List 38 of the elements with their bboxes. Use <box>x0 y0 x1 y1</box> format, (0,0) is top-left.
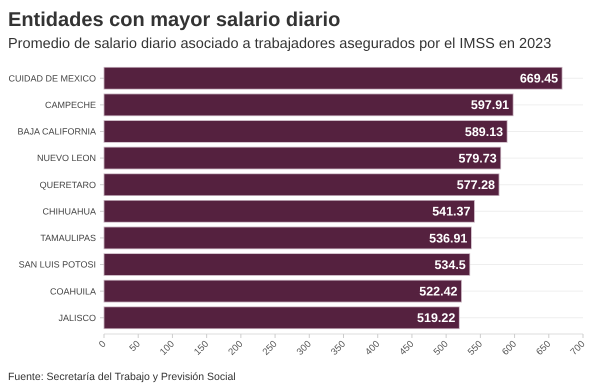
x-tick-label: 450 <box>397 338 416 358</box>
x-tick-label: 650 <box>534 338 554 358</box>
x-tick-label: 0 <box>96 338 108 350</box>
data-label: 577.28 <box>456 178 496 192</box>
x-tick-label: 500 <box>432 338 451 358</box>
data-label: 589.13 <box>464 124 504 139</box>
x-tick-label: 250 <box>260 338 280 358</box>
data-label: 541.37 <box>432 204 470 219</box>
y-tick-label: QUERETARO <box>40 180 96 190</box>
y-tick-label: CHIHUAHUA <box>42 206 96 216</box>
x-tick-label: 600 <box>500 338 520 358</box>
y-tick-label: TAMAULIPAS <box>40 233 96 244</box>
data-label: 536.91 <box>429 231 468 246</box>
x-tick-label: 400 <box>363 338 382 358</box>
x-tick-label: 200 <box>226 338 246 358</box>
data-label: 534.5 <box>434 258 466 272</box>
y-tick-label: COAHUILA <box>50 286 96 296</box>
x-tick-label: 300 <box>294 338 314 358</box>
x-tick-label: 550 <box>466 338 485 358</box>
y-tick-label: JALISCO <box>58 312 96 323</box>
data-label: 597.91 <box>470 98 510 112</box>
y-tick-label: CUIDAD DE MEXICO <box>8 73 96 84</box>
y-tick-label: CAMPECHE <box>44 100 96 110</box>
chart-subtitle: Promedio de salario diario asociado a trabajadores asegurados por el IMSS en 2023 <box>8 36 552 52</box>
data-label: 522.42 <box>419 284 458 299</box>
x-tick-label: 100 <box>158 338 177 358</box>
y-tick-label: BAJA CALIFORNIA <box>17 126 96 137</box>
x-tick-label: 350 <box>328 338 348 358</box>
x-tick-label: 50 <box>127 338 143 354</box>
source-note: Fuente: Secretaría del Trabajo y Previsión Social <box>8 371 236 383</box>
chart-title: Entidades con mayor salario diario <box>8 9 340 31</box>
y-tick-label: SAN LUIS POTOSI <box>18 260 96 270</box>
y-tick-label: NUEVO LEON <box>36 153 96 164</box>
x-tick-label: 150 <box>192 338 212 358</box>
data-label: 519.22 <box>417 311 456 326</box>
data-label: 669.45 <box>520 72 558 86</box>
x-tick-label: 700 <box>568 338 588 358</box>
data-label: 579.73 <box>458 151 497 166</box>
